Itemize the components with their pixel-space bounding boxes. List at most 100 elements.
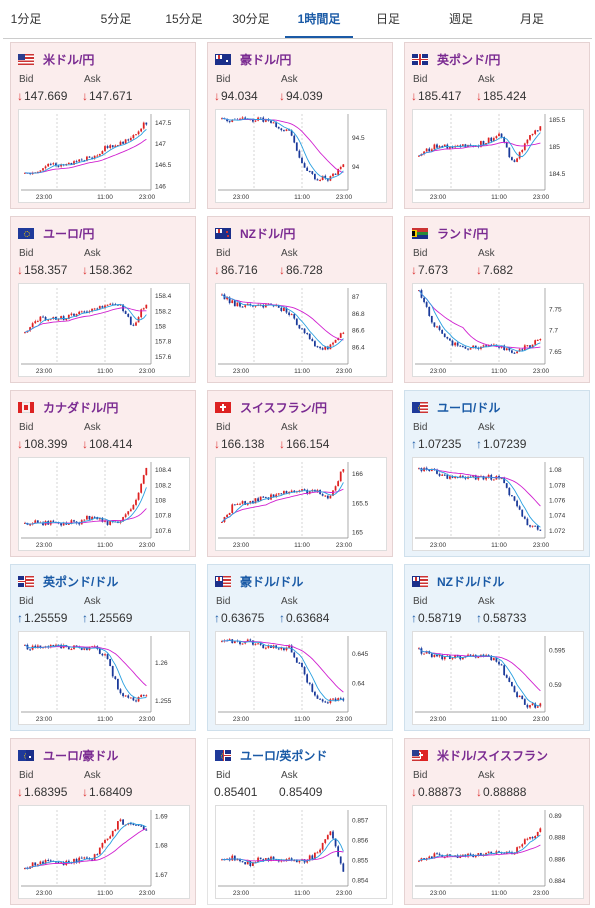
candle	[443, 656, 446, 660]
candle	[145, 122, 148, 125]
rate-card[interactable]: ユーロ/円 Bid Ask ↓158.357 ↓158.362 158.4 158.2 158…	[10, 216, 196, 383]
rate-card[interactable]: ランド/円 Bid Ask ↓7.673 ↓7.682 7.75 7.7 7.65 23:00 1…	[404, 216, 590, 383]
card-header[interactable]: 英ポンド/円	[412, 51, 500, 67]
chart-frame[interactable]: 0.595 0.59 23:00 11:00 23:00	[412, 631, 584, 725]
pair-name[interactable]: NZドル/ドル	[437, 574, 505, 589]
candle	[239, 503, 241, 505]
ma-long-line	[24, 828, 147, 869]
x-tick-label: 23:00	[139, 716, 156, 723]
candle	[536, 831, 539, 836]
tab-6[interactable]: 週足	[448, 12, 473, 26]
pair-name[interactable]: カナダドル/円	[43, 400, 119, 415]
candle	[60, 523, 62, 526]
chart-frame[interactable]: 7.75 7.7 7.65 23:00 11:00 23:00	[412, 283, 584, 377]
pair-name[interactable]: ランド/円	[437, 226, 489, 241]
candle	[443, 333, 446, 337]
card-header[interactable]: ランド/円	[412, 225, 488, 241]
chart-frame[interactable]: 166 165.5 165 23:00 11:00 23:00	[215, 457, 387, 551]
ask-label: Ask	[84, 74, 101, 85]
candle	[233, 300, 236, 307]
card-header[interactable]: ユーロ/ドル	[412, 399, 500, 415]
rate-card[interactable]: 英ポンド/円 Bid Ask ↓185.417 ↓185.424 185.5 185 184.…	[404, 42, 590, 209]
pair-name[interactable]: 米ドル/円	[43, 52, 95, 67]
tab-1[interactable]: 5分足	[100, 12, 132, 26]
rate-card[interactable]: スイスフラン/円 Bid Ask ↓166.138 ↓166.154 166 165.5 16…	[207, 390, 393, 557]
card-header[interactable]: 米ドル/円	[18, 51, 94, 67]
card-header[interactable]: ユーロ/円	[18, 225, 94, 241]
rate-card[interactable]: 豪ドル/円 Bid Ask ↓94.034 ↓94.039 94.5 94 23:00 11:0…	[207, 42, 393, 209]
chart-frame[interactable]: 1.08 1.078 1.076 1.074 1.072 23:00 11:00 23:00	[412, 457, 584, 551]
rate-card[interactable]: カナダドル/円 Bid Ask ↓108.399 ↓108.414 108.4 108.2 1…	[10, 390, 196, 557]
pair-name[interactable]: 英ポンド/ドル	[43, 574, 119, 589]
card-header[interactable]: NZドル/円	[215, 225, 295, 241]
chart-frame[interactable]: 185.5 185 184.5 23:00 11:00 23:00	[412, 109, 584, 203]
card-header[interactable]: NZドル/ドル	[412, 573, 504, 589]
candle	[233, 640, 236, 644]
card-header[interactable]: 米ドル/スイスフラン	[412, 747, 548, 763]
card-header[interactable]: 英ポンド/ドル	[18, 573, 118, 589]
card-header[interactable]: ユーロ/豪ドル	[18, 747, 118, 763]
pair-name[interactable]: ユーロ/円	[43, 226, 95, 241]
pair-name[interactable]: ユーロ/英ポンド	[240, 748, 328, 763]
pair-name[interactable]: 豪ドル/円	[240, 52, 292, 67]
chart-frame[interactable]: 1.26 1.255 23:00 11:00 23:00	[18, 631, 190, 725]
candle	[244, 305, 247, 307]
card-header[interactable]: ユーロ/英ポンド	[215, 747, 327, 763]
pair-name[interactable]: NZドル/円	[240, 226, 296, 241]
rate-card[interactable]: ユーロ/英ポンド Bid Ask 0.85401 0.85409 0.857 0.856 0.…	[207, 738, 393, 905]
chart-frame[interactable]: 0.89 0.888 0.886 0.884 23:00 11:00 23:00	[412, 805, 584, 899]
tab-3[interactable]: 30分足	[232, 12, 270, 26]
rate-card[interactable]: NZドル/円 Bid Ask ↓86.716 ↓86.728 87 86.8 86.6 86.4…	[207, 216, 393, 383]
candle	[142, 694, 145, 696]
rate-card[interactable]: ユーロ/ドル Bid Ask ↑1.07235 ↑1.07239 1.08 1.078 1.0…	[404, 390, 590, 557]
candle	[280, 307, 283, 311]
chart-frame[interactable]: 87 86.8 86.6 86.4 23:00 11:00 23:00	[215, 283, 387, 377]
rate-card[interactable]: 英ポンド/ドル Bid Ask ↑1.25559 ↑1.25569 1.26 1.255 23…	[10, 564, 196, 731]
price-chart: 1.26 1.255 23:00 11:00 23:00	[21, 636, 172, 723]
tab-5[interactable]: 日足	[375, 12, 400, 26]
currency-flag-icon	[412, 227, 428, 239]
card-header[interactable]: カナダドル/円	[18, 399, 118, 415]
chart-frame[interactable]: 0.645 0.64 23:00 11:00 23:00	[215, 631, 387, 725]
chart-frame[interactable]: 108.4 108.2 108 107.8 107.6 23:00 11:00 23:00	[18, 457, 190, 551]
tab-0[interactable]: 1分足	[10, 12, 42, 26]
bid-label: Bid	[19, 248, 34, 259]
candle	[423, 297, 425, 303]
candle	[529, 836, 531, 839]
candle	[135, 134, 137, 136]
chart-frame[interactable]: 1.69 1.68 1.67 23:00 11:00 23:00	[18, 805, 190, 899]
candle	[449, 146, 451, 149]
tab-7[interactable]: 月足	[519, 12, 544, 26]
candle	[228, 121, 231, 123]
y-tick-label: 0.854	[352, 878, 369, 885]
tab-4[interactable]: 1時間足	[285, 0, 353, 38]
rate-card[interactable]: NZドル/ドル Bid Ask ↑0.58719 ↑0.58733 0.595 0.59 23…	[404, 564, 590, 731]
candle	[521, 149, 524, 153]
bid-value: ↑0.58719	[411, 611, 462, 625]
pair-name[interactable]: ユーロ/ドル	[437, 400, 501, 415]
rate-card[interactable]: ユーロ/豪ドル Bid Ask ↓1.68395 ↓1.68409 1.69 1.68 1.6…	[10, 738, 196, 905]
candle	[221, 118, 223, 120]
rate-card[interactable]: 米ドル/スイスフラン Bid Ask ↓0.88873 ↓0.88888 0.89 0.88…	[404, 738, 590, 905]
rate-card[interactable]: 豪ドル/ドル Bid Ask ↑0.63675 ↑0.63684 0.645 0.64 23:…	[207, 564, 393, 731]
chart-frame[interactable]: 94.5 94 23:00 11:00 23:00	[215, 109, 387, 203]
card-header[interactable]: 豪ドル/円	[215, 51, 291, 67]
pair-name[interactable]: ユーロ/豪ドル	[43, 748, 119, 763]
card-header[interactable]: 豪ドル/ドル	[215, 573, 303, 589]
pair-name[interactable]: 英ポンド/円	[437, 52, 501, 67]
tab-2[interactable]: 15分足	[165, 12, 203, 26]
candle	[523, 516, 526, 519]
rate-card[interactable]: 米ドル/円 Bid Ask ↓147.669 ↓147.671 147.5 147 146.5…	[10, 42, 196, 209]
chart-frame[interactable]: 0.857 0.856 0.855 0.854 23:00 11:00 23:00	[215, 805, 387, 899]
pair-name[interactable]: スイスフラン/円	[240, 400, 327, 415]
candle	[42, 861, 44, 864]
pair-name[interactable]: 米ドル/スイスフラン	[437, 748, 548, 763]
candle	[109, 303, 112, 305]
pair-name[interactable]: 豪ドル/ドル	[240, 574, 304, 589]
card-header[interactable]: スイスフラン/円	[215, 399, 327, 415]
candle	[221, 641, 223, 643]
candle	[288, 645, 290, 648]
chart-frame[interactable]: 158.4 158.2 158 157.8 157.6 23:00 11:00 23:00	[18, 283, 190, 377]
chart-frame[interactable]: 147.5 147 146.5 146 23:00 11:00 23:00	[18, 109, 190, 203]
candle	[324, 701, 327, 703]
